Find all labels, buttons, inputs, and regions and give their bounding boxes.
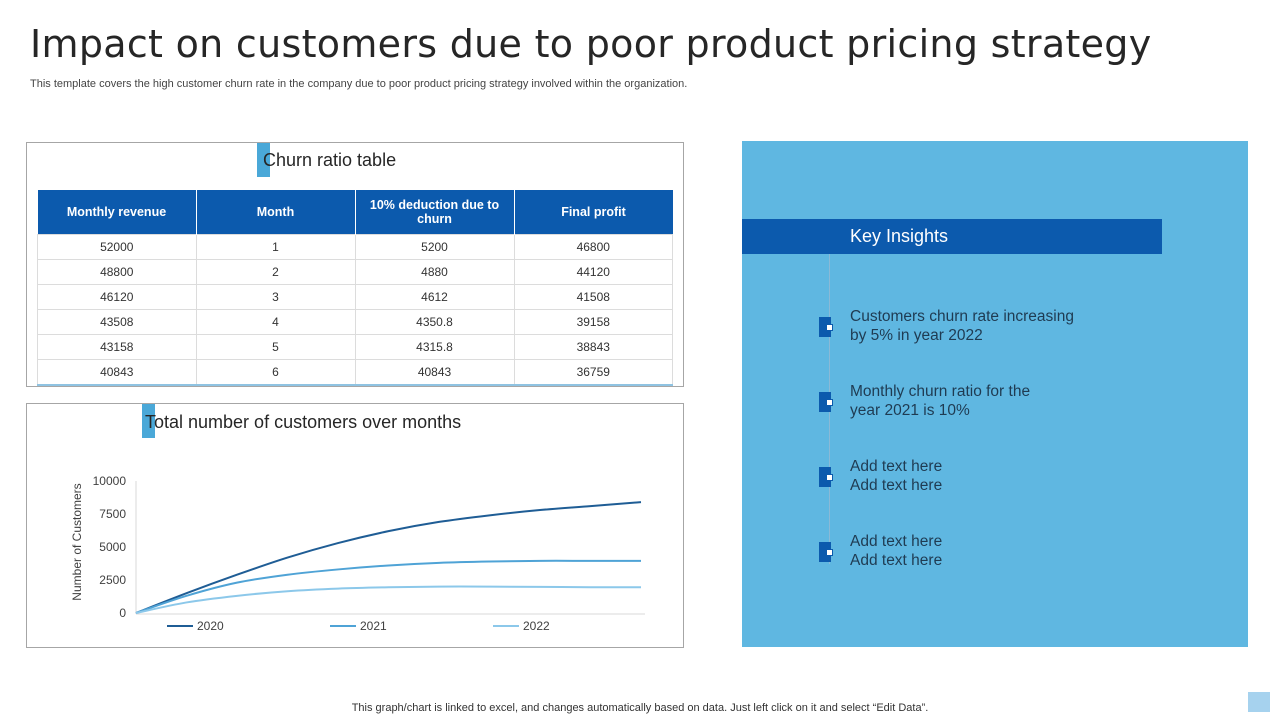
insights-heading: Key Insights xyxy=(850,226,949,246)
table-cell: 2 xyxy=(195,259,356,285)
insight-line: Customers churn rate increasing xyxy=(850,308,1074,325)
y-axis-label: Number of Customers xyxy=(70,483,84,600)
insight-line: Add text here xyxy=(850,533,943,550)
table-cell: 5 xyxy=(195,334,356,360)
table-cell: 4880 xyxy=(354,259,515,285)
insight-text: Add text here Add text here xyxy=(850,457,1110,495)
table-cell: 4612 xyxy=(354,284,515,310)
insights-header: Key Insights xyxy=(742,219,1162,254)
table-cell: 1 xyxy=(195,234,356,260)
table-cell: 39158 xyxy=(513,309,673,335)
table-cell: 41508 xyxy=(513,284,673,310)
col-header: 10% deduction due to churn xyxy=(355,190,515,235)
table-cell: 4 xyxy=(195,309,356,335)
table-cell: 6 xyxy=(195,359,356,386)
table-row: 52000 1 5200 46800 xyxy=(37,234,673,260)
insight-text: Customers churn rate increasing by 5% in… xyxy=(850,307,1110,345)
line-chart: Number of Customers 10000 7500 5000 2500 0 2… xyxy=(70,474,645,633)
table-cell: 40843 xyxy=(37,359,197,386)
insight-text: Add text here Add text here xyxy=(850,532,1110,570)
table-cell: 44120 xyxy=(513,259,673,285)
table-cell: 4315.8 xyxy=(354,334,515,360)
legend-label-2020: 2020 xyxy=(197,619,224,633)
bullet-marker-icon xyxy=(819,392,833,412)
table-cell: 4350.8 xyxy=(354,309,515,335)
col-header: Monthly revenue xyxy=(37,190,197,235)
col-header: Final profit xyxy=(514,190,673,235)
table-cell: 46120 xyxy=(37,284,197,310)
y-tick-label: 7500 xyxy=(99,507,126,521)
table-row: 46120 3 4612 41508 xyxy=(37,284,673,310)
table-row: 43158 5 4315.8 38843 xyxy=(37,334,673,360)
corner-decoration xyxy=(1248,692,1270,712)
y-tick-label: 2500 xyxy=(99,573,126,587)
table-cell: 46800 xyxy=(513,234,673,260)
insight-line: Monthly churn ratio for the xyxy=(850,383,1031,400)
insight-line: Add text here xyxy=(850,552,943,569)
y-tick-label: 10000 xyxy=(93,474,127,488)
page-title: Impact on customers due to poor product … xyxy=(30,22,1152,66)
col-header: Month xyxy=(196,190,356,235)
table-cell: 3 xyxy=(195,284,356,310)
churn-table: Monthly revenue Month 10% deduction due … xyxy=(37,190,673,386)
table-cell: 43158 xyxy=(37,334,197,360)
table-cell: 52000 xyxy=(37,234,197,260)
bullet-marker-icon xyxy=(819,467,833,487)
chart-panel: Total number of customers over months Nu… xyxy=(26,403,684,648)
table-cell: 36759 xyxy=(513,359,673,386)
insight-text: Monthly churn ratio for the year 2021 is… xyxy=(850,382,1110,420)
table-row: 43508 4 4350.8 39158 xyxy=(37,309,673,335)
bullet-marker-icon xyxy=(819,542,833,562)
table-cell: 38843 xyxy=(513,334,673,360)
bullet-marker-icon xyxy=(819,317,833,337)
accent-bar xyxy=(257,143,270,177)
table-heading: Churn ratio table xyxy=(263,150,397,170)
table-cell: 43508 xyxy=(37,309,197,335)
insight-line: by 5% in year 2022 xyxy=(850,327,983,344)
insight-line: Add text here xyxy=(850,477,943,494)
series-line-2021 xyxy=(135,559,641,614)
series-line-2022 xyxy=(135,585,642,614)
accent-bar xyxy=(142,404,155,438)
table-cell: 48800 xyxy=(37,259,197,285)
y-tick-label: 5000 xyxy=(99,540,126,554)
insight-line: year 2021 is 10% xyxy=(850,402,970,419)
insight-line: Add text here xyxy=(850,458,943,475)
churn-table-panel: Churn ratio table Monthly revenue Month … xyxy=(26,142,684,387)
legend-label-2021: 2021 xyxy=(360,619,387,633)
table-cell: 40843 xyxy=(354,359,515,386)
chart-title: Total number of customers over months xyxy=(145,412,462,432)
table-header-row: Monthly revenue Month 10% deduction due … xyxy=(37,190,673,235)
legend-label-2022: 2022 xyxy=(523,619,550,633)
series-line-2020 xyxy=(135,501,642,614)
footer-note: This graph/chart is linked to excel, and… xyxy=(351,702,929,714)
page-subtitle: This template covers the high customer c… xyxy=(30,78,688,90)
y-tick-label: 0 xyxy=(119,606,126,620)
table-row: 48800 2 4880 44120 xyxy=(37,259,673,285)
table-cell: 5200 xyxy=(354,234,515,260)
table-row: 40843 6 40843 36759 xyxy=(37,359,673,386)
key-insights-panel: Key Insights Customers churn rate increa… xyxy=(742,141,1248,647)
